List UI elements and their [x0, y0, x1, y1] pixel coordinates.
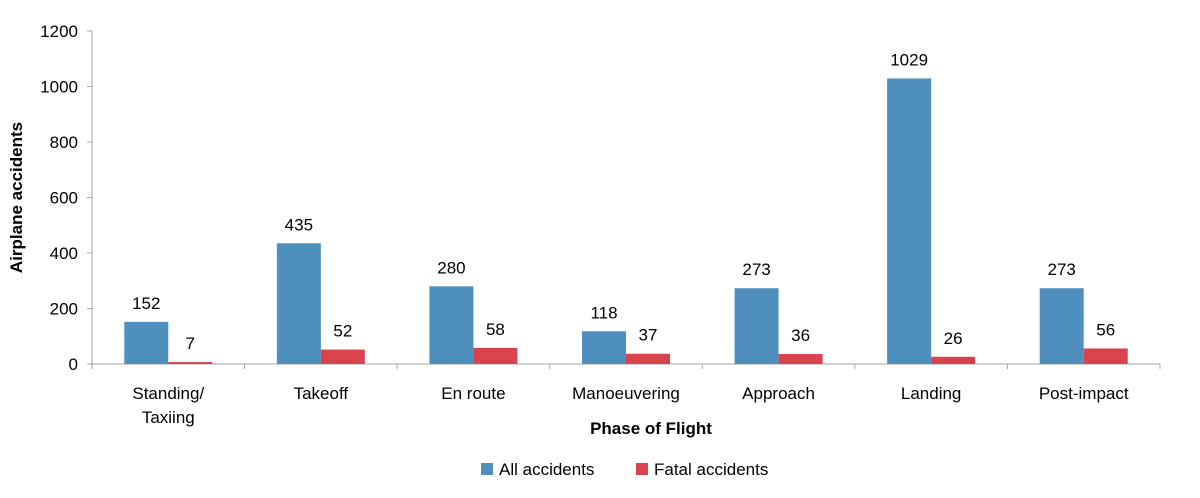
legend-label: Fatal accidents [654, 460, 768, 479]
data-label: 56 [1096, 320, 1115, 339]
bar-fatal-accidents [1083, 348, 1128, 364]
y-tick-label: 600 [50, 189, 78, 208]
bar-all-accidents [582, 331, 626, 364]
y-axis-title: Airplane accidents [7, 122, 26, 273]
data-label: 118 [590, 303, 617, 322]
data-label: 273 [742, 260, 770, 279]
y-axis-ticks: 0 200 400 600 800 1000 1200 [40, 22, 1161, 374]
data-label: 36 [791, 326, 810, 345]
legend-swatch [481, 463, 493, 475]
data-label: 273 [1048, 260, 1076, 279]
bar-all-accidents [124, 321, 169, 364]
y-tick-label: 1200 [40, 22, 78, 41]
data-labels: 152 7 435 52 280 58 118 37 273 36 1029 26 273 56 [132, 50, 1115, 353]
data-label: 7 [186, 334, 195, 353]
category-labels: Standing/Taxiing Takeoff En route Manoeuver… [132, 384, 1129, 427]
legend-label: All accidents [499, 460, 594, 479]
bar-all-accidents [429, 286, 474, 364]
y-tick-label: 400 [50, 244, 78, 263]
bar-fatal-accidents [473, 347, 518, 364]
data-label: 280 [437, 258, 465, 277]
category-label: Post-impact [1039, 384, 1129, 403]
y-tick-label: 800 [50, 133, 78, 152]
data-label: 26 [944, 329, 963, 348]
legend: All accidents Fatal accidents [481, 460, 768, 479]
data-label: 58 [486, 320, 505, 339]
y-tick-label: 0 [69, 355, 78, 374]
category-label: Standing/Taxiing [132, 384, 204, 427]
bar-fatal-accidents [168, 362, 213, 364]
x-axis-title: Phase of Flight [590, 419, 712, 438]
data-label: 52 [333, 322, 352, 341]
data-label: 37 [639, 326, 658, 345]
bars [124, 78, 1128, 364]
bar-fatal-accidents [320, 349, 365, 364]
category-label: Manoeuvering [572, 384, 680, 403]
legend-swatch [636, 463, 648, 475]
bar-all-accidents [887, 78, 932, 364]
bar-fatal-accidents [626, 353, 670, 364]
bar-fatal-accidents [931, 356, 976, 364]
bar-all-accidents [1039, 288, 1084, 364]
data-label: 152 [132, 294, 160, 313]
category-label: Approach [742, 384, 815, 403]
category-label: En route [441, 384, 505, 403]
data-label: 1029 [890, 50, 928, 69]
bar-all-accidents [276, 243, 321, 364]
category-label: Takeoff [294, 384, 349, 403]
bar-all-accidents [734, 288, 779, 364]
y-tick-label: 200 [50, 300, 78, 319]
y-tick-label: 1000 [40, 78, 78, 97]
bar-fatal-accidents [778, 354, 823, 364]
data-label: 435 [285, 215, 313, 234]
category-label: Landing [901, 384, 962, 403]
